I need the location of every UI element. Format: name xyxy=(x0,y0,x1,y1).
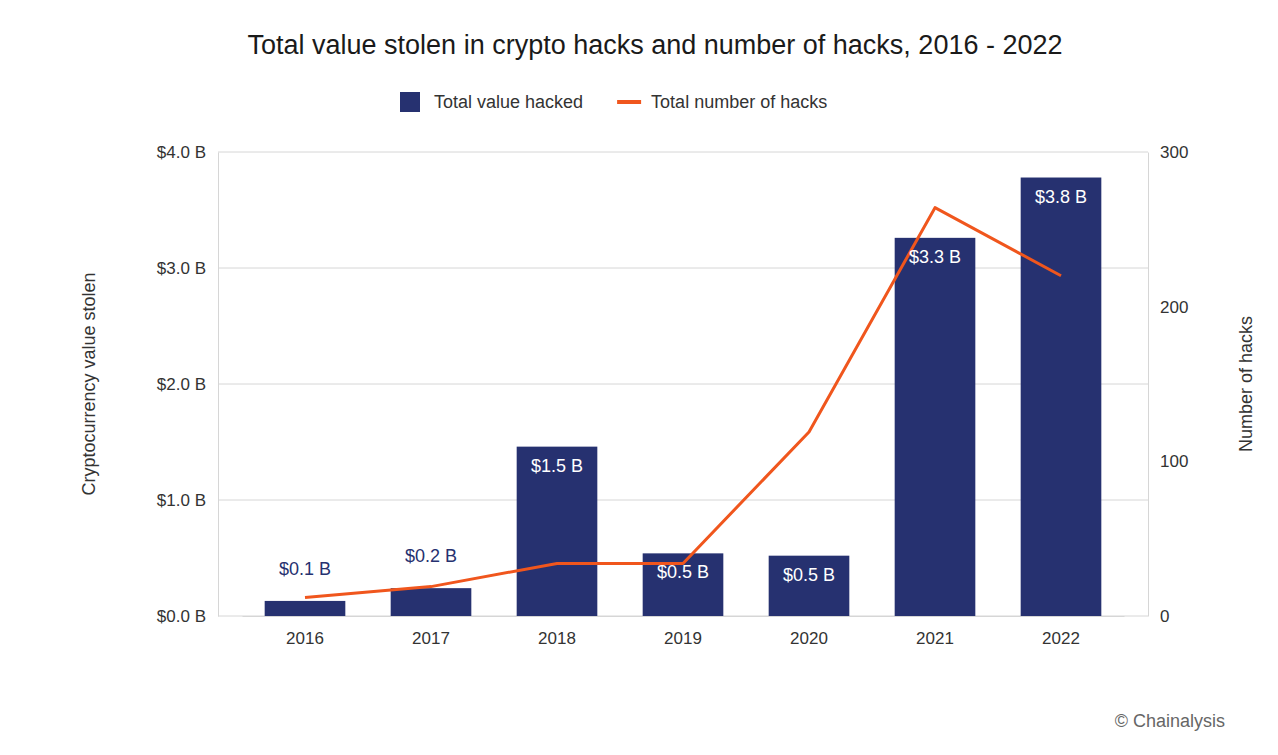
y2-tick-label: 300 xyxy=(1160,143,1188,162)
x-tick-label: 2018 xyxy=(538,629,576,648)
bar xyxy=(391,588,472,616)
x-tick: 2016 xyxy=(286,616,324,648)
x-tick: 2022 xyxy=(1042,616,1080,648)
line xyxy=(305,208,1061,598)
legend-swatch xyxy=(617,100,641,104)
y2-axis-title: Number of hacks xyxy=(1236,316,1256,452)
y-tick: $4.0 B xyxy=(157,143,218,162)
x-tick-label: 2020 xyxy=(790,629,828,648)
grid xyxy=(218,152,1148,616)
legend-label: Total number of hacks xyxy=(651,92,827,112)
data-label: $0.2 B xyxy=(405,546,457,566)
y2-tick: 300 xyxy=(1148,143,1188,162)
y-tick: $0.0 B xyxy=(157,607,218,626)
y-tick-label: $1.0 B xyxy=(157,491,206,510)
x-tick-label: 2016 xyxy=(286,629,324,648)
plot-area xyxy=(265,178,1102,616)
source: © Chainalysis xyxy=(1115,711,1225,731)
x-tick: 2017 xyxy=(412,616,450,648)
title: Total value stolen in crypto hacks and n… xyxy=(248,30,1063,60)
y-axis-title: Cryptocurrency value stolen xyxy=(79,272,99,495)
legend: Total value hacked Total number of hacks xyxy=(400,92,827,112)
data-label: $0.5 B xyxy=(783,565,835,585)
axis-line xyxy=(218,153,219,617)
bar xyxy=(769,556,850,616)
y-tick: $2.0 B xyxy=(157,375,218,394)
data-label: $0.1 B xyxy=(279,559,331,579)
y-tick: $1.0 B xyxy=(157,491,218,510)
x-tick-label: 2021 xyxy=(916,629,954,648)
y2-axis: 0 100 200 300 xyxy=(1148,143,1188,626)
bar xyxy=(895,238,976,616)
x-axis: 2016 2017 2018 2019 2020 2021 2022 xyxy=(243,616,1125,648)
legend-item: Total value hacked xyxy=(400,92,583,112)
bar xyxy=(517,447,598,616)
grid-line xyxy=(218,500,1148,501)
data-label: $1.5 B xyxy=(531,456,583,476)
data-label: $3.8 B xyxy=(1035,187,1087,207)
x-tick: 2018 xyxy=(538,616,576,648)
y2-tick: 0 xyxy=(1148,607,1169,626)
data-label: $0.5 B xyxy=(657,562,709,582)
legend-label: Total value hacked xyxy=(434,92,583,112)
legend-swatch xyxy=(400,92,420,112)
y2-tick-label: 100 xyxy=(1160,452,1188,471)
bar xyxy=(265,601,346,616)
y-tick: $3.0 B xyxy=(157,259,218,278)
y2-tick: 100 xyxy=(1148,452,1188,471)
chart: Total value stolen in crypto hacks and n… xyxy=(0,0,1278,755)
grid-line xyxy=(218,152,1148,153)
x-tick-label: 2019 xyxy=(664,629,702,648)
x-tick: 2021 xyxy=(916,616,954,648)
y-tick-label: $0.0 B xyxy=(157,607,206,626)
legend-item: Total number of hacks xyxy=(617,92,827,112)
data-labels: $0.1 B $0.2 B $1.5 B $0.5 B $0.5 B $3.3 B $3.8… xyxy=(279,187,1087,585)
bar xyxy=(1021,178,1102,616)
x-tick-label: 2017 xyxy=(412,629,450,648)
grid-line xyxy=(218,268,1148,269)
axis-line xyxy=(1148,153,1149,617)
data-label: $3.3 B xyxy=(909,247,961,267)
y2-tick-label: 0 xyxy=(1160,607,1169,626)
y2-tick-label: 200 xyxy=(1160,298,1188,317)
y2-tick: 200 xyxy=(1148,298,1188,317)
axis-line xyxy=(243,616,1125,617)
y-tick-label: $2.0 B xyxy=(157,375,206,394)
y-axis: $0.0 B $1.0 B $2.0 B $3.0 B $4.0 B xyxy=(157,143,219,626)
y-tick-label: $3.0 B xyxy=(157,259,206,278)
x-tick: 2020 xyxy=(790,616,828,648)
x-tick: 2019 xyxy=(664,616,702,648)
y-tick-label: $4.0 B xyxy=(157,143,206,162)
grid-line xyxy=(218,384,1148,385)
x-tick-label: 2022 xyxy=(1042,629,1080,648)
